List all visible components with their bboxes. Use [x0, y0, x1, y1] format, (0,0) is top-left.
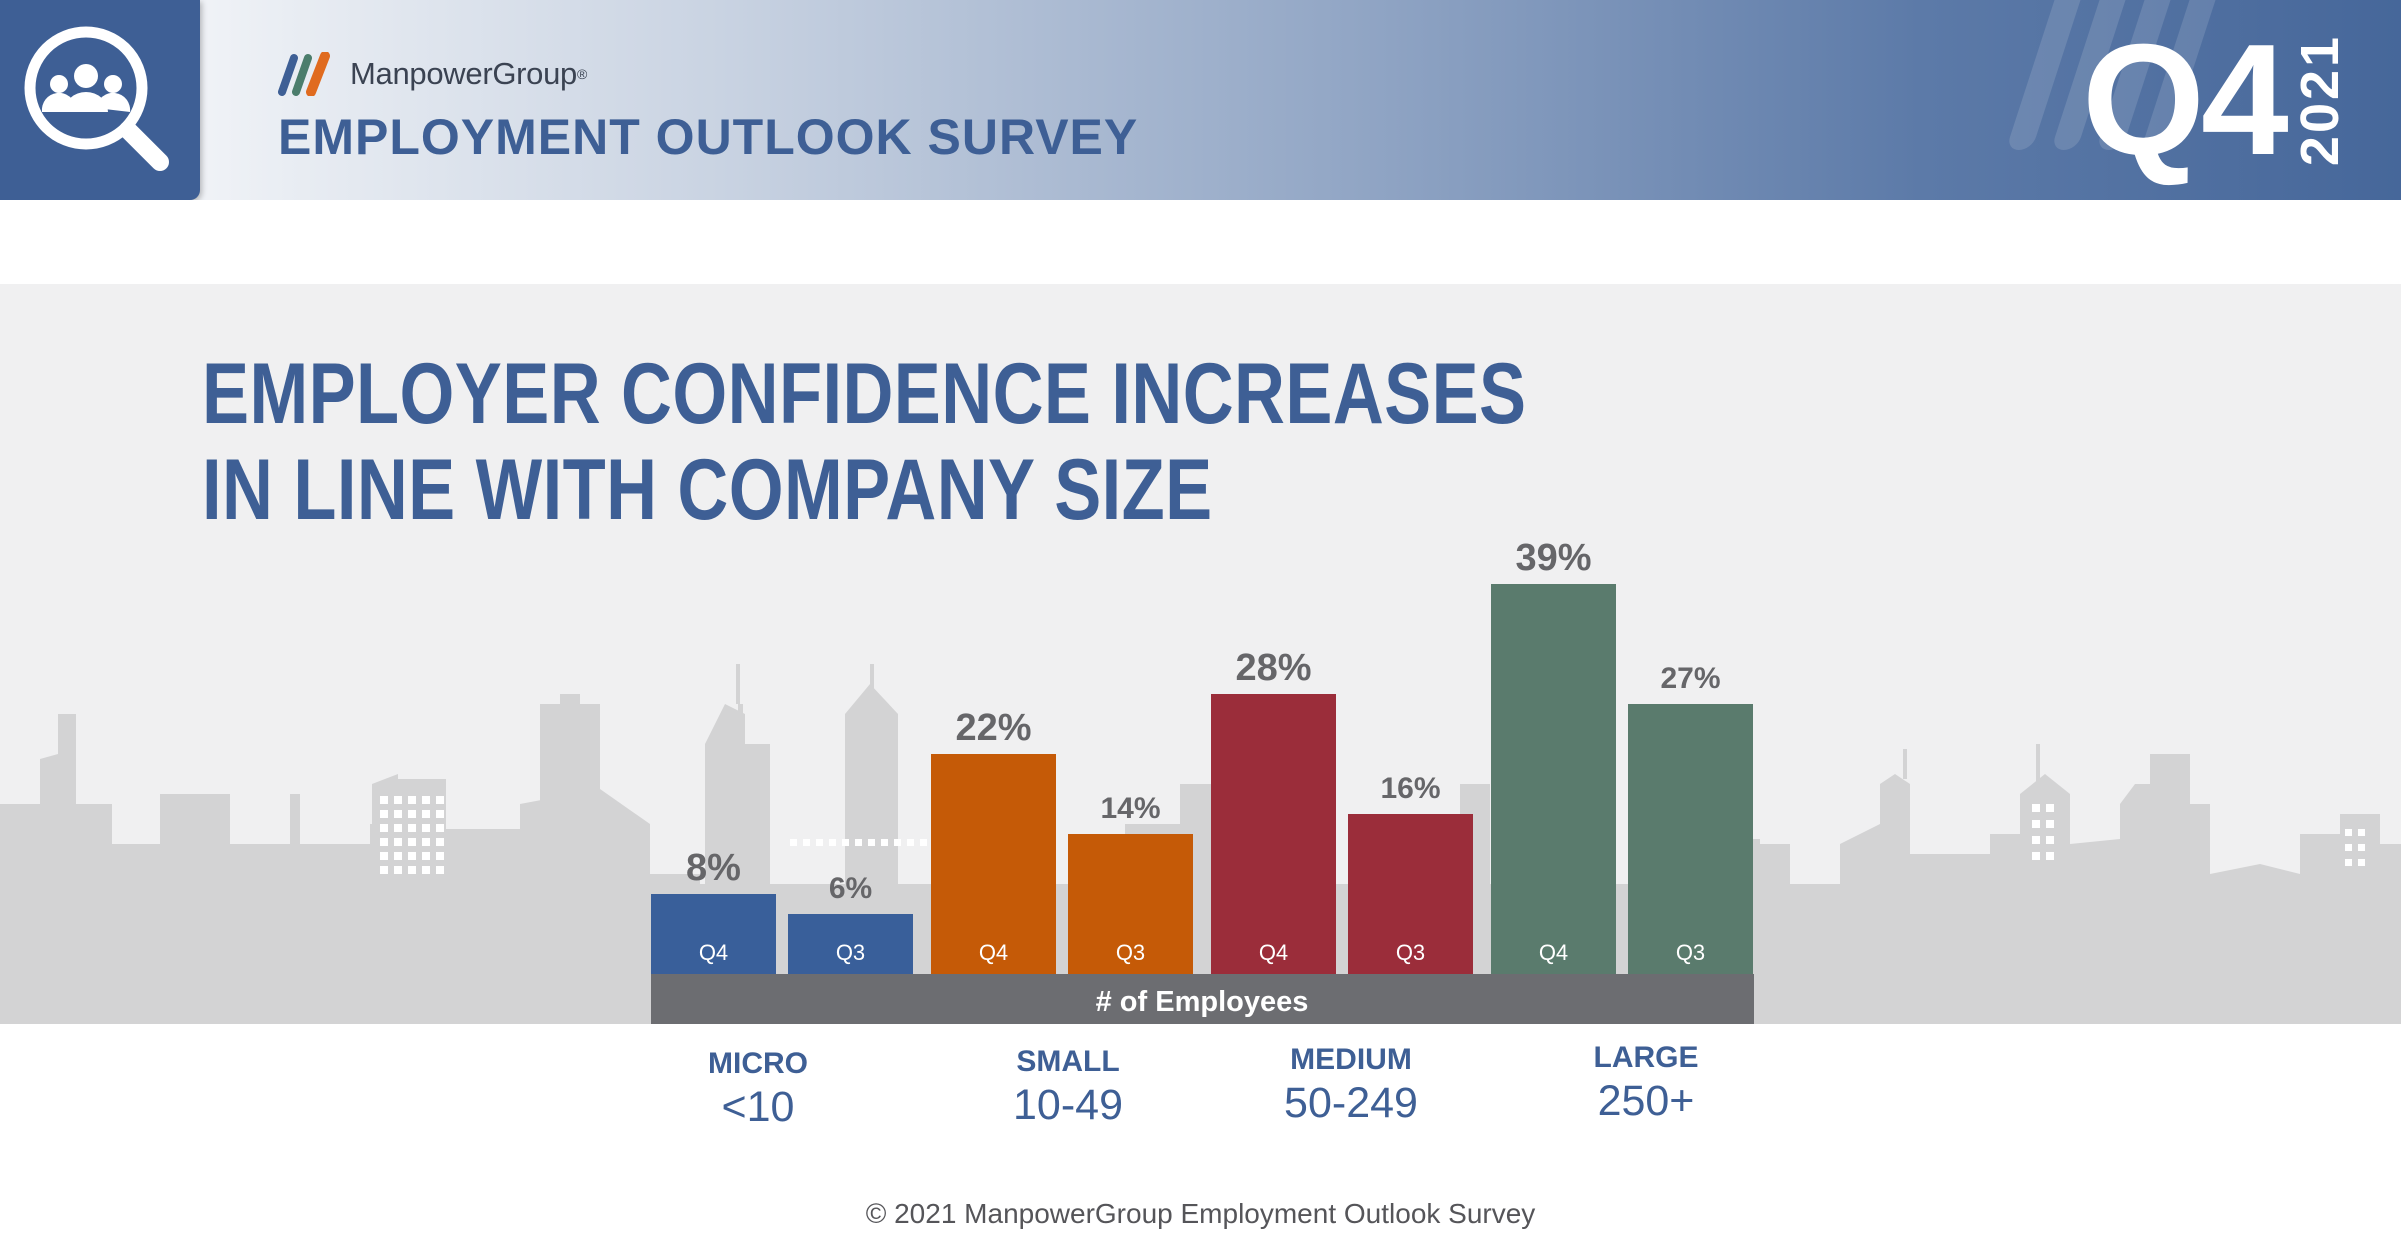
bar-series-label: Q4 [699, 940, 728, 965]
chart-panel: EMPLOYER CONFIDENCE INCREASES IN LINE WI… [0, 284, 2401, 1024]
bar-value-label: 16% [1380, 772, 1440, 805]
bar-value-label: 8% [686, 847, 741, 889]
bar-small-q3 [1068, 834, 1193, 974]
survey-icon-tile [0, 0, 200, 200]
bar-small-q4 [931, 754, 1056, 974]
x-axis-label: # of Employees [1096, 986, 1309, 1018]
x-axis-band [651, 974, 1754, 1024]
brand-logo: ManpowerGroup ® [278, 52, 587, 96]
quarter-label: Q4 [2082, 12, 2289, 188]
bar-series-label: Q4 [979, 940, 1008, 965]
bar-medium-q3 [1348, 814, 1473, 974]
bar-large-q4 [1491, 584, 1616, 974]
footer-copyright: © 2021 ManpowerGroup Employment Outlook … [865, 1198, 1536, 1229]
category-range: 250+ [1597, 1077, 1695, 1125]
category-name: LARGE [1593, 1041, 1699, 1074]
bar-value-label: 39% [1515, 537, 1591, 579]
category-range: 50-249 [1284, 1079, 1418, 1127]
bar-series-label: Q3 [1396, 940, 1425, 965]
bar-value-label: 14% [1100, 792, 1160, 825]
category-name: SMALL [1016, 1045, 1120, 1078]
category-range: <10 [721, 1083, 795, 1131]
brand-name: ManpowerGroup [350, 56, 577, 91]
category-label-micro: MICRO <10 [638, 1047, 878, 1132]
category-name: MEDIUM [1290, 1043, 1412, 1076]
brand-registered-mark: ® [577, 66, 588, 82]
headline-line-2: IN LINE WITH COMPANY SIZE [202, 442, 1213, 538]
category-label-large: LARGE 250+ [1526, 1041, 1766, 1126]
bar-series-label: Q3 [1676, 940, 1705, 965]
bar-value-label: 22% [955, 707, 1031, 749]
manpower-logo-icon [278, 52, 330, 96]
bar-value-label: 6% [829, 872, 872, 905]
bar-value-label: 28% [1235, 647, 1311, 689]
bar-series-label: Q3 [1116, 940, 1145, 965]
bar-value-label: 27% [1660, 662, 1720, 695]
survey-title: EMPLOYMENT OUTLOOK SURVEY [278, 109, 1139, 165]
headline-line-1: EMPLOYER CONFIDENCE INCREASES [202, 346, 1527, 442]
header-banner: ManpowerGroup ® EMPLOYMENT OUTLOOK SURVEY… [0, 0, 2401, 200]
bar-chart: Q4 8% Q3 6% Q4 22% Q3 14% Q4 28% Q3 16% Q4 39% Q3 27% # … [651, 537, 1754, 1024]
search-people-icon [24, 26, 169, 171]
category-label-medium: MEDIUM 50-249 [1231, 1043, 1471, 1128]
bar-large-q3 [1628, 704, 1753, 974]
category-label-small: SMALL 10-49 [948, 1045, 1188, 1130]
bar-micro-q4 [651, 894, 776, 974]
category-range: 10-49 [1013, 1081, 1123, 1129]
bar-medium-q4 [1211, 694, 1336, 974]
chart-headline: EMPLOYER CONFIDENCE INCREASES IN LINE WI… [202, 346, 1527, 538]
bar-series-label: Q4 [1259, 940, 1288, 965]
category-name: MICRO [708, 1047, 808, 1080]
bar-series-label: Q3 [836, 940, 865, 965]
bar-micro-q3 [788, 914, 913, 974]
year-label: 2021 [2290, 33, 2350, 167]
bar-series-label: Q4 [1539, 940, 1568, 965]
